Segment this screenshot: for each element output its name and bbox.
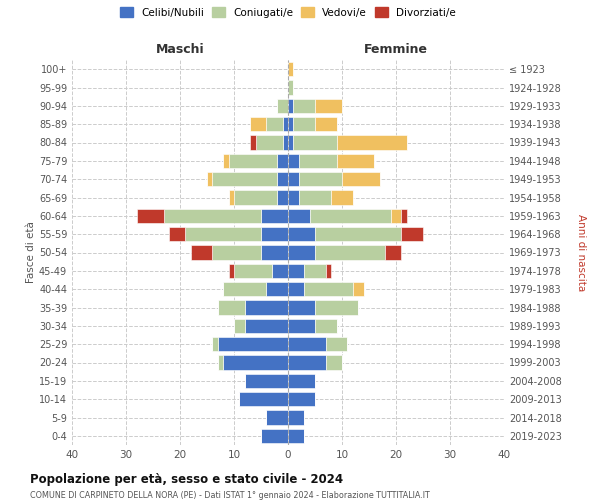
Bar [239, 392, 288, 406]
Bar [288, 136, 293, 149]
Bar [234, 190, 277, 204]
Bar [191, 246, 212, 260]
Text: Popolazione per età, sesso e stato civile - 2024: Popolazione per età, sesso e stato civil… [30, 472, 343, 486]
Bar [277, 154, 288, 168]
Bar [288, 318, 315, 333]
Bar [299, 172, 342, 186]
Bar [401, 208, 407, 223]
Bar [261, 428, 288, 443]
Bar [288, 300, 315, 314]
Bar [250, 136, 256, 149]
Bar [288, 337, 326, 351]
Text: Femmine: Femmine [364, 44, 428, 57]
Bar [288, 117, 293, 132]
Bar [288, 190, 299, 204]
Text: Maschi: Maschi [155, 44, 205, 57]
Bar [218, 337, 288, 351]
Bar [229, 264, 234, 278]
Bar [293, 98, 315, 113]
Bar [288, 356, 326, 370]
Bar [266, 117, 283, 132]
Bar [288, 154, 299, 168]
Bar [288, 62, 293, 76]
Bar [234, 318, 245, 333]
Bar [283, 117, 288, 132]
Bar [288, 208, 310, 223]
Bar [310, 208, 391, 223]
Bar [326, 264, 331, 278]
Bar [331, 190, 353, 204]
Bar [245, 318, 288, 333]
Bar [164, 208, 261, 223]
Bar [337, 154, 374, 168]
Bar [353, 282, 364, 296]
Bar [299, 190, 331, 204]
Y-axis label: Anni di nascita: Anni di nascita [575, 214, 586, 291]
Bar [293, 136, 337, 149]
Bar [229, 154, 277, 168]
Bar [261, 227, 288, 242]
Bar [288, 172, 299, 186]
Bar [234, 264, 272, 278]
Bar [337, 136, 407, 149]
Bar [342, 172, 380, 186]
Bar [315, 227, 401, 242]
Bar [315, 98, 342, 113]
Bar [223, 282, 266, 296]
Bar [212, 246, 261, 260]
Bar [304, 282, 353, 296]
Bar [169, 227, 185, 242]
Bar [288, 246, 315, 260]
Bar [256, 136, 283, 149]
Bar [266, 410, 288, 424]
Bar [288, 227, 315, 242]
Bar [272, 264, 288, 278]
Bar [137, 208, 164, 223]
Bar [229, 190, 234, 204]
Bar [261, 208, 288, 223]
Bar [283, 136, 288, 149]
Bar [288, 410, 304, 424]
Bar [218, 356, 223, 370]
Bar [391, 208, 401, 223]
Bar [223, 154, 229, 168]
Bar [245, 300, 288, 314]
Bar [288, 428, 304, 443]
Bar [288, 282, 304, 296]
Bar [315, 246, 385, 260]
Bar [288, 392, 315, 406]
Bar [245, 374, 288, 388]
Bar [223, 356, 288, 370]
Text: COMUNE DI CARPINETO DELLA NORA (PE) - Dati ISTAT 1° gennaio 2024 - Elaborazione : COMUNE DI CARPINETO DELLA NORA (PE) - Da… [30, 491, 430, 500]
Bar [212, 172, 277, 186]
Bar [266, 282, 288, 296]
Bar [277, 190, 288, 204]
Bar [277, 172, 288, 186]
Bar [299, 154, 337, 168]
Bar [385, 246, 401, 260]
Bar [315, 117, 337, 132]
Bar [288, 80, 293, 94]
Legend: Celibi/Nubili, Coniugati/e, Vedovi/e, Divorziati/e: Celibi/Nubili, Coniugati/e, Vedovi/e, Di… [120, 8, 456, 18]
Bar [288, 264, 304, 278]
Bar [326, 356, 342, 370]
Y-axis label: Fasce di età: Fasce di età [26, 222, 36, 284]
Bar [326, 337, 347, 351]
Bar [218, 300, 245, 314]
Bar [288, 374, 315, 388]
Bar [315, 318, 337, 333]
Bar [207, 172, 212, 186]
Bar [304, 264, 326, 278]
Bar [261, 246, 288, 260]
Bar [250, 117, 266, 132]
Bar [401, 227, 423, 242]
Bar [293, 117, 315, 132]
Bar [185, 227, 261, 242]
Bar [277, 98, 288, 113]
Bar [288, 98, 293, 113]
Bar [212, 337, 218, 351]
Bar [315, 300, 358, 314]
